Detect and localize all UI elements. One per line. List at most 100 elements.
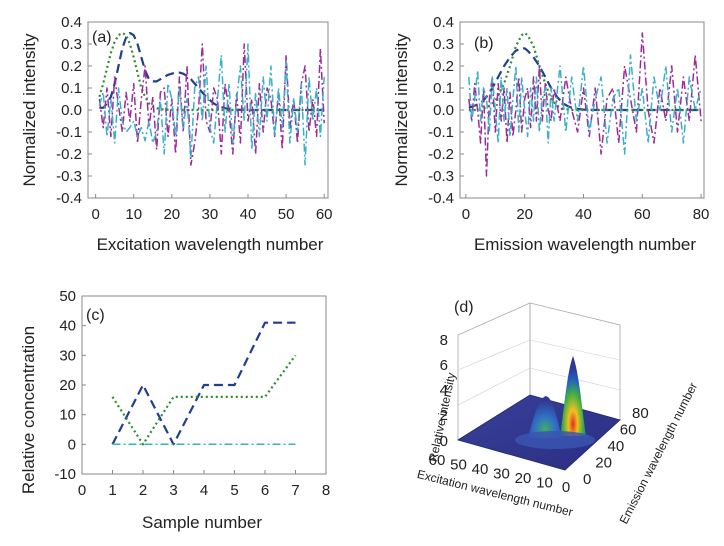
x-tick-label: 30 — [202, 206, 219, 223]
series-line-3 — [468, 32, 702, 177]
panel-d-surface-bump — [515, 431, 595, 449]
y-tick-label: 0.0 — [61, 102, 82, 119]
panel-a-y-ticks: -0.4 -0.3 -0.2 -0.1 0.0 0.1 0.2 0.3 0.4 — [56, 14, 92, 207]
panel-a-label: (a) — [92, 29, 112, 46]
series-line-1 — [99, 31, 325, 112]
y-tick-label: 40 — [59, 318, 76, 335]
series-line-2 — [468, 31, 702, 112]
panel-a-series — [98, 31, 325, 166]
x-tick-label: 10 — [125, 206, 142, 223]
y-tick-label: 0.1 — [61, 80, 82, 97]
x-tick-label: 0 — [562, 479, 570, 496]
y-tick-label: 0.0 — [433, 102, 454, 119]
panel-a-ylabel: Normalized intensity — [20, 33, 39, 187]
x-tick-label: 10 — [536, 475, 553, 492]
y-tick-label: -0.3 — [428, 168, 454, 185]
panel-c-xlabel: Sample number — [142, 513, 262, 532]
y-tick-label: 10 — [59, 407, 76, 424]
x-tick-label: 8 — [322, 482, 330, 499]
z-tick-label: 2 — [440, 407, 448, 424]
y-tick-label: 0.2 — [61, 58, 82, 75]
y-tick-label: 0.3 — [61, 36, 82, 53]
panel-c-label: (c) — [86, 307, 105, 324]
x-tick-label: 40 — [472, 461, 489, 478]
x-tick-label: 20 — [516, 206, 533, 223]
y-tick-label: 0.4 — [61, 14, 82, 31]
x-tick-label: 20 — [515, 470, 532, 487]
series-line-2 — [98, 31, 325, 112]
y-tick-label: -0.2 — [428, 146, 454, 163]
x-tick-label: 1 — [108, 482, 116, 499]
y-tick-label: -0.1 — [428, 124, 454, 141]
x-tick-label: 60 — [429, 452, 446, 469]
panel-b-label: (b) — [474, 35, 494, 52]
x-tick-label: 2 — [139, 482, 147, 499]
x-tick-label: 0 — [78, 482, 86, 499]
z-tick-label: 8 — [440, 332, 448, 349]
x-tick-label: 60 — [316, 206, 333, 223]
x-tick-label: 7 — [291, 482, 299, 499]
x-tick-label: 6 — [261, 482, 269, 499]
y-tick-label: -0.3 — [56, 168, 82, 185]
panel-d-peak-secondary — [528, 396, 562, 438]
x-tick-label: 40 — [575, 206, 592, 223]
panel-d-zlabel: Relative intensity — [426, 371, 459, 463]
x-tick-label: 80 — [693, 206, 710, 223]
y-tick-label: 0 — [68, 436, 76, 453]
y-tick-label: 0.3 — [433, 36, 454, 53]
panel-d-ylabel: Emission wavelength number — [617, 380, 701, 526]
y-tick-label: 0.4 — [433, 14, 454, 31]
panel-b-xlabel: Emission wavelength number — [474, 235, 696, 254]
panel-c-ylabel: Relative concentration — [19, 326, 38, 494]
x-tick-label: 3 — [169, 482, 177, 499]
y-tick-label: 80 — [632, 405, 649, 422]
x-tick-label: 50 — [450, 457, 467, 474]
y-tick-label: 30 — [59, 347, 76, 364]
panel-d-grid-line — [529, 339, 621, 361]
series-line-3 — [98, 43, 325, 166]
y-tick-label: 20 — [59, 377, 76, 394]
y-tick-label: -0.2 — [56, 146, 82, 163]
series-line-4 — [468, 54, 702, 155]
y-tick-label: -0.1 — [56, 124, 82, 141]
y-tick-label: -10 — [54, 466, 76, 483]
panel-b-y-ticks: -0.4 -0.3 -0.2 -0.1 0.0 0.1 0.2 0.3 0.4 — [428, 14, 464, 207]
x-tick-label: 5 — [230, 482, 238, 499]
panel-c-series — [111, 321, 297, 446]
y-tick-label: -0.4 — [56, 190, 82, 207]
panel-d-grid-line — [457, 339, 531, 371]
panel-a-x-ticks: 0 10 20 30 40 50 60 — [91, 194, 333, 223]
panel-d-peak-main — [560, 356, 586, 436]
panel-b-series — [468, 31, 702, 177]
panel-c-x-ticks: 0 1 2 3 4 5 6 7 8 — [78, 470, 330, 499]
panel-a-xlabel: Excitation wavelength number — [97, 235, 324, 254]
y-tick-label: 0 — [583, 471, 591, 488]
panel-d-label: (d) — [454, 299, 474, 316]
series-line-1 — [468, 47, 702, 112]
y-tick-label: 20 — [595, 455, 612, 472]
y-tick-label: 50 — [59, 288, 76, 305]
series-line-4 — [98, 43, 325, 166]
z-tick-label: 0 — [440, 433, 448, 450]
series-line-2 — [111, 354, 297, 446]
x-tick-label: 60 — [634, 206, 651, 223]
panel-d-z-ticks: 0 2 4 6 8 — [440, 332, 448, 450]
x-tick-label: 40 — [240, 206, 257, 223]
panel-c-y-ticks: -10 0 10 20 30 40 50 — [54, 288, 86, 483]
panel-b: (b) -0.4 -0.3 -0.2 -0.1 0.0 0.1 0.2 0.3 0.4 0 20 4… — [392, 14, 709, 254]
panel-b-ylabel: Normalized intensity — [392, 33, 411, 187]
z-tick-label: 4 — [440, 382, 448, 399]
panel-d-x-ticks: 60 50 40 30 20 10 0 — [429, 452, 571, 496]
x-tick-label: 0 — [91, 206, 99, 223]
panel-a: (a) -0.4 -0.3 -0.2 -0.1 0.0 0.1 0.2 0.3 0.4 0 10 2… — [20, 14, 333, 254]
panel-d-grid-line — [457, 367, 531, 406]
y-tick-label: 60 — [620, 422, 637, 439]
x-tick-label: 0 — [462, 206, 470, 223]
z-tick-label: 6 — [440, 357, 448, 374]
panel-b-x-ticks: 0 20 40 60 80 — [462, 194, 710, 223]
series-line-1 — [111, 321, 296, 446]
x-tick-label: 50 — [278, 206, 295, 223]
x-tick-label: 30 — [493, 466, 510, 483]
